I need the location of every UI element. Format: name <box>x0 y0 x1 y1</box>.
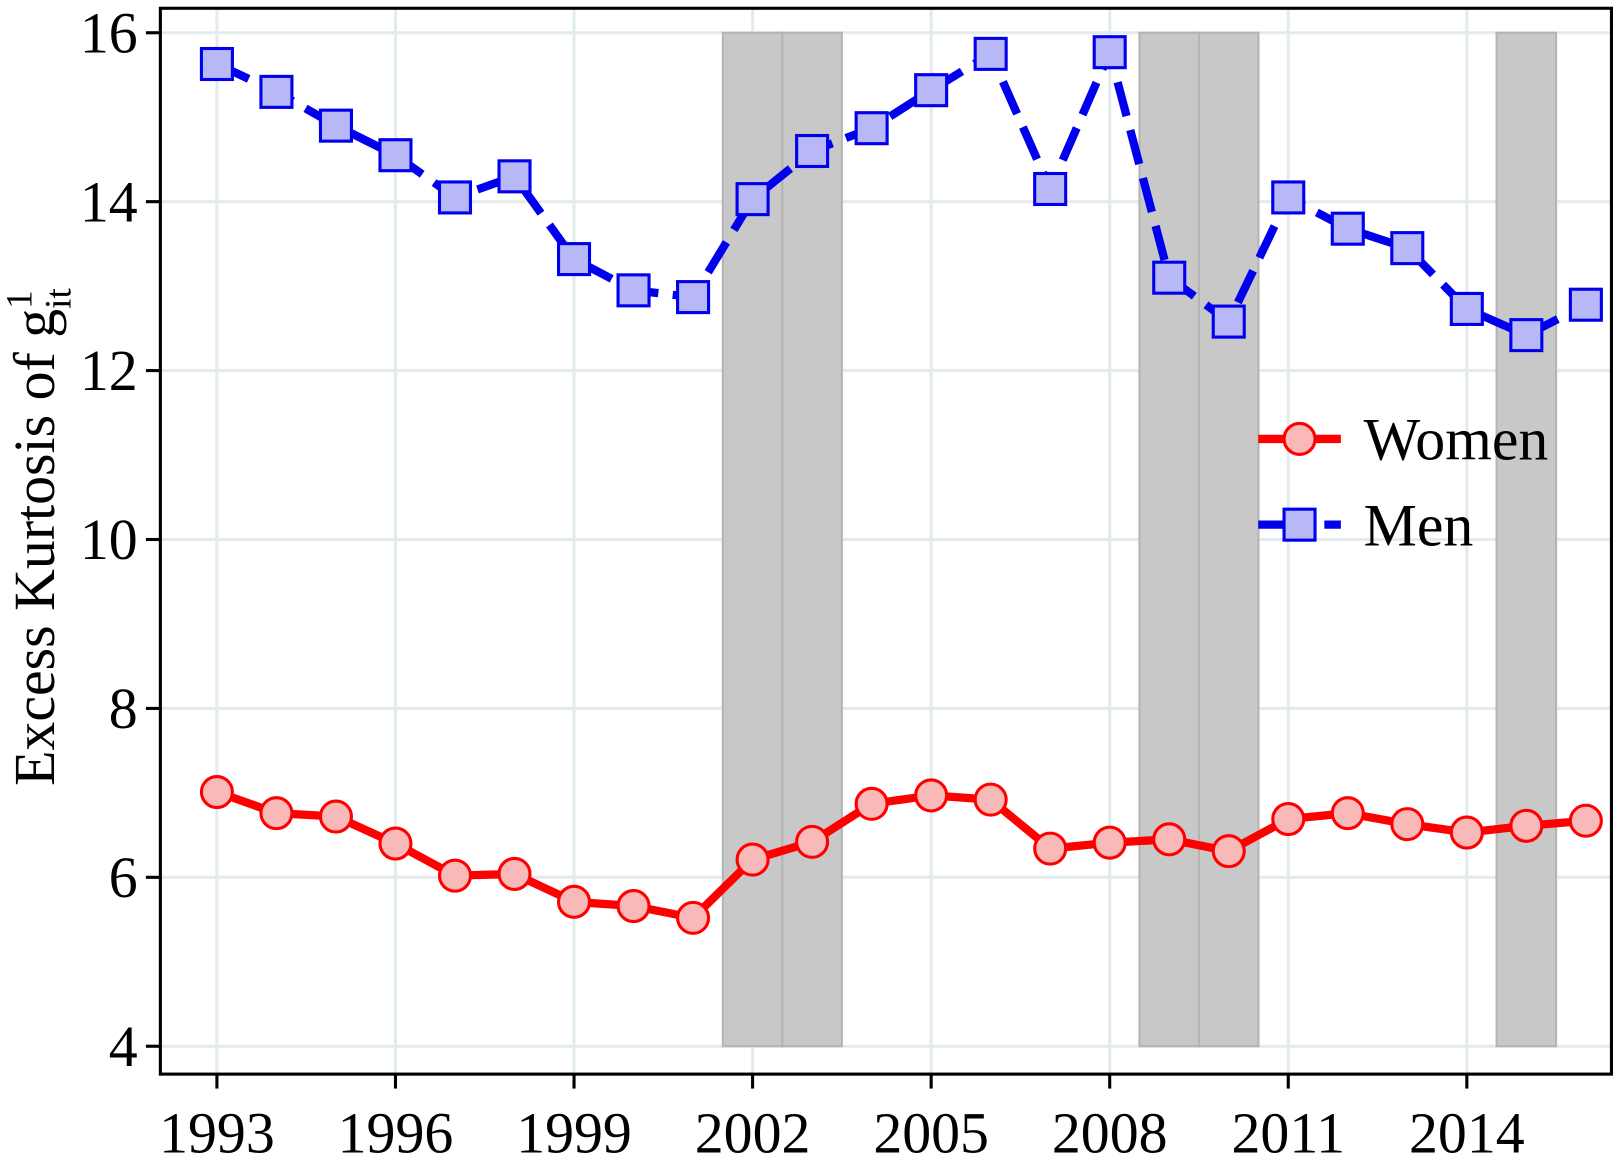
axes: 4 6 8 10 12 14 16 1993 1996 1999 2002 2005 2008 2011 2… <box>80 0 1525 1165</box>
marker <box>1568 803 1603 838</box>
marker <box>437 858 473 893</box>
marker <box>914 73 949 108</box>
legend-label: Men <box>1364 492 1474 558</box>
marker <box>795 133 830 169</box>
marker <box>1330 796 1365 831</box>
marker <box>1390 807 1425 842</box>
marker <box>676 900 711 935</box>
marker <box>497 159 532 194</box>
marker <box>973 36 1008 71</box>
marker <box>616 889 651 924</box>
shading <box>721 31 1558 1048</box>
marker <box>914 778 949 813</box>
data <box>199 35 1603 935</box>
marker <box>556 242 592 277</box>
shaded-region <box>1495 31 1558 1048</box>
y-tick-label: 6 <box>109 845 138 910</box>
marker <box>1092 825 1127 860</box>
legend-marker <box>1282 507 1317 542</box>
y-tick-label: 8 <box>109 676 138 741</box>
marker <box>318 108 353 143</box>
marker <box>676 280 711 315</box>
shaded-region <box>781 31 843 1048</box>
marker <box>973 782 1008 817</box>
marker <box>437 180 473 215</box>
marker <box>854 786 889 821</box>
marker <box>378 826 413 861</box>
y-tick-label: 14 <box>80 169 138 234</box>
series-line <box>215 788 1587 922</box>
marker <box>497 856 532 891</box>
y-tick-label: 10 <box>80 507 138 572</box>
marker <box>259 74 294 109</box>
marker <box>1152 822 1187 857</box>
series-line <box>215 48 1588 340</box>
x-tick-label: 1999 <box>516 1101 632 1165</box>
marker <box>1568 287 1603 322</box>
marker <box>735 182 770 217</box>
y-tick-label: 16 <box>80 0 138 65</box>
marker <box>1211 304 1246 339</box>
marker <box>1033 171 1068 207</box>
marker <box>199 774 234 810</box>
marker <box>1211 834 1246 869</box>
marker <box>556 884 592 919</box>
marker <box>259 796 294 831</box>
marker <box>795 824 830 859</box>
x-tick-label: 1993 <box>159 1101 275 1165</box>
x-tick-label: 2008 <box>1052 1101 1168 1165</box>
marker <box>1271 180 1306 215</box>
legend-label: Women <box>1364 407 1549 473</box>
plot-frame <box>158 6 1614 1076</box>
marker <box>735 842 770 877</box>
shaded-region <box>1197 31 1260 1048</box>
y-tick-label: 4 <box>109 1014 138 1079</box>
marker <box>1390 231 1425 266</box>
marker <box>1449 291 1484 326</box>
marker <box>1271 802 1306 837</box>
x-tick-label: 1996 <box>338 1101 454 1165</box>
x-tick-label: 2011 <box>1232 1101 1346 1165</box>
x-tick-label: 2005 <box>873 1101 989 1165</box>
marker <box>1330 211 1365 246</box>
marker <box>1033 831 1068 866</box>
marker <box>378 138 413 173</box>
legend: Women Men <box>1258 407 1549 558</box>
x-tick-label: 2014 <box>1409 1101 1525 1165</box>
y-label-sub: it <box>39 288 80 309</box>
marker <box>616 273 651 308</box>
y-label-sup: 1 <box>0 290 40 309</box>
y-label-text: Excess Kurtosis of g <box>2 309 67 786</box>
marker <box>1152 260 1187 295</box>
y-tick-label: 12 <box>80 338 138 403</box>
marker <box>1509 318 1544 353</box>
legend-marker <box>1282 421 1317 456</box>
marker <box>1092 35 1127 70</box>
marker <box>1509 808 1544 843</box>
marker <box>854 111 889 146</box>
marker <box>318 799 353 834</box>
marker <box>1449 815 1484 850</box>
y-axis-label: Excess Kurtosis of g1it <box>0 288 80 786</box>
marker <box>199 46 234 82</box>
x-tick-label: 2002 <box>695 1101 811 1165</box>
